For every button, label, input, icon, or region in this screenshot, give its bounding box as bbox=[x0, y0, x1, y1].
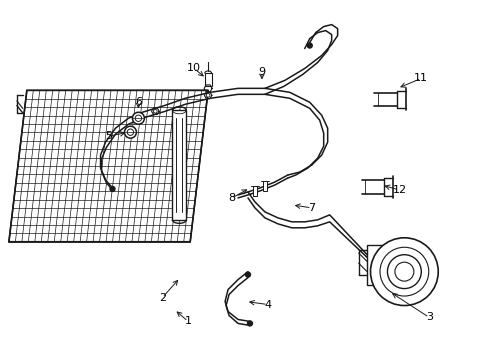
Text: 2: 2 bbox=[159, 293, 165, 302]
Circle shape bbox=[153, 109, 157, 113]
Circle shape bbox=[206, 94, 209, 97]
Circle shape bbox=[379, 247, 428, 296]
Circle shape bbox=[124, 126, 136, 138]
Text: 11: 11 bbox=[413, 73, 427, 84]
Text: 6: 6 bbox=[135, 97, 142, 107]
Text: 4: 4 bbox=[264, 300, 271, 310]
Text: 12: 12 bbox=[391, 185, 406, 195]
Bar bbox=[366, 244, 417, 285]
Text: 3: 3 bbox=[425, 312, 432, 323]
Circle shape bbox=[127, 129, 133, 135]
Text: 5: 5 bbox=[105, 131, 112, 141]
Circle shape bbox=[394, 262, 413, 281]
Circle shape bbox=[132, 112, 144, 124]
Circle shape bbox=[135, 115, 142, 121]
Circle shape bbox=[245, 272, 250, 277]
Bar bbox=[204, 73, 211, 86]
Bar bbox=[252, 186, 256, 196]
Bar bbox=[263, 181, 266, 191]
Circle shape bbox=[110, 186, 115, 192]
Bar bbox=[172, 110, 186, 220]
Circle shape bbox=[247, 321, 252, 326]
Text: 1: 1 bbox=[184, 316, 191, 327]
Text: 10: 10 bbox=[187, 63, 201, 73]
Circle shape bbox=[306, 43, 312, 48]
Text: 8: 8 bbox=[228, 193, 235, 203]
Text: 7: 7 bbox=[307, 203, 315, 213]
Polygon shape bbox=[9, 90, 208, 242]
Circle shape bbox=[386, 255, 421, 289]
Circle shape bbox=[370, 238, 437, 306]
Text: 9: 9 bbox=[258, 67, 265, 77]
